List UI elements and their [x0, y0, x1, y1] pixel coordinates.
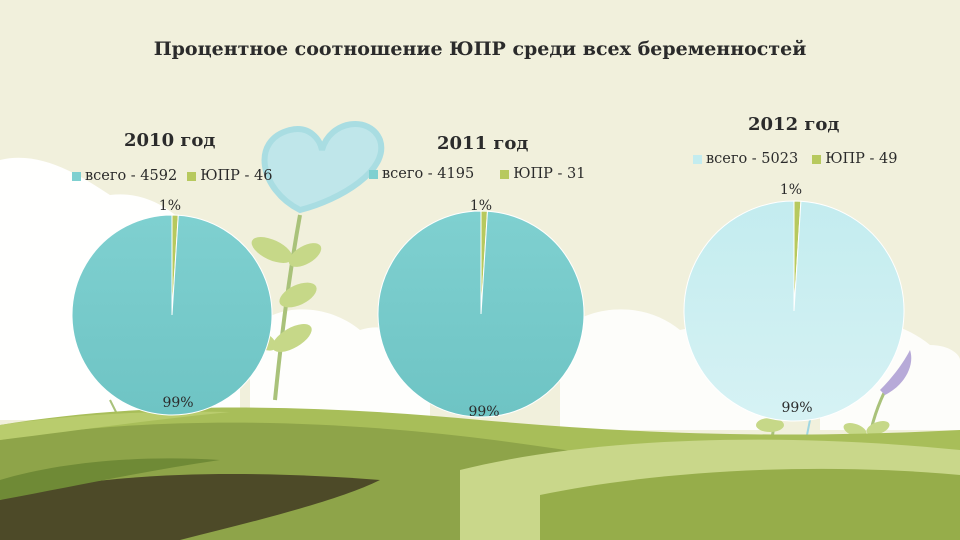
legend-item: всего - 4195 [369, 166, 474, 182]
legend-swatch [500, 169, 510, 179]
pie-2012: 99% 1% [683, 182, 905, 422]
legend-item: всего - 5023 [693, 151, 798, 167]
data-label-total: 99% [162, 395, 193, 411]
legend-swatch [72, 171, 81, 181]
legend-swatch [693, 154, 702, 164]
pie-slice-total [683, 200, 905, 422]
data-label-total: 99% [468, 404, 499, 420]
legend-swatch [812, 154, 822, 164]
pie-2010: 99% 1% [71, 198, 273, 416]
legend-label: всего - 4195 [382, 166, 475, 182]
legend-item: ЮПР - 49 [812, 151, 898, 167]
legend-item: ЮПР - 46 [187, 168, 273, 184]
page-title: Процентное соотношение ЮПР среди всех бе… [153, 38, 807, 60]
pie-2011: 99% 1% [377, 198, 585, 420]
data-label-yupr: 1% [159, 198, 181, 214]
data-label-total: 99% [781, 400, 812, 416]
pie-slice-total [377, 210, 585, 418]
legend-label: ЮПР - 31 [513, 166, 586, 182]
legend-label: всего - 4592 [85, 168, 178, 184]
legend-swatch [369, 169, 378, 179]
legend-swatch [187, 171, 197, 181]
legend-label: всего - 5023 [706, 151, 799, 167]
legend-2011: всего - 4195 ЮПР - 31 [369, 166, 596, 182]
legend-label: ЮПР - 46 [200, 168, 273, 184]
legend-2012: всего - 5023 ЮПР - 49 [693, 151, 908, 167]
legend-item: всего - 4592 [72, 168, 177, 184]
legend-label: ЮПР - 49 [825, 151, 898, 167]
chart-title-2011: 2011 год [437, 133, 529, 154]
data-label-yupr: 1% [780, 182, 802, 198]
pie-slice-total [71, 214, 273, 416]
legend-2010: всего - 4592 ЮПР - 46 [72, 168, 283, 184]
chart-title-2012: 2012 год [748, 114, 840, 135]
chart-title-2010: 2010 год [124, 130, 216, 151]
legend-item: ЮПР - 31 [500, 166, 586, 182]
data-label-yupr: 1% [470, 198, 492, 214]
